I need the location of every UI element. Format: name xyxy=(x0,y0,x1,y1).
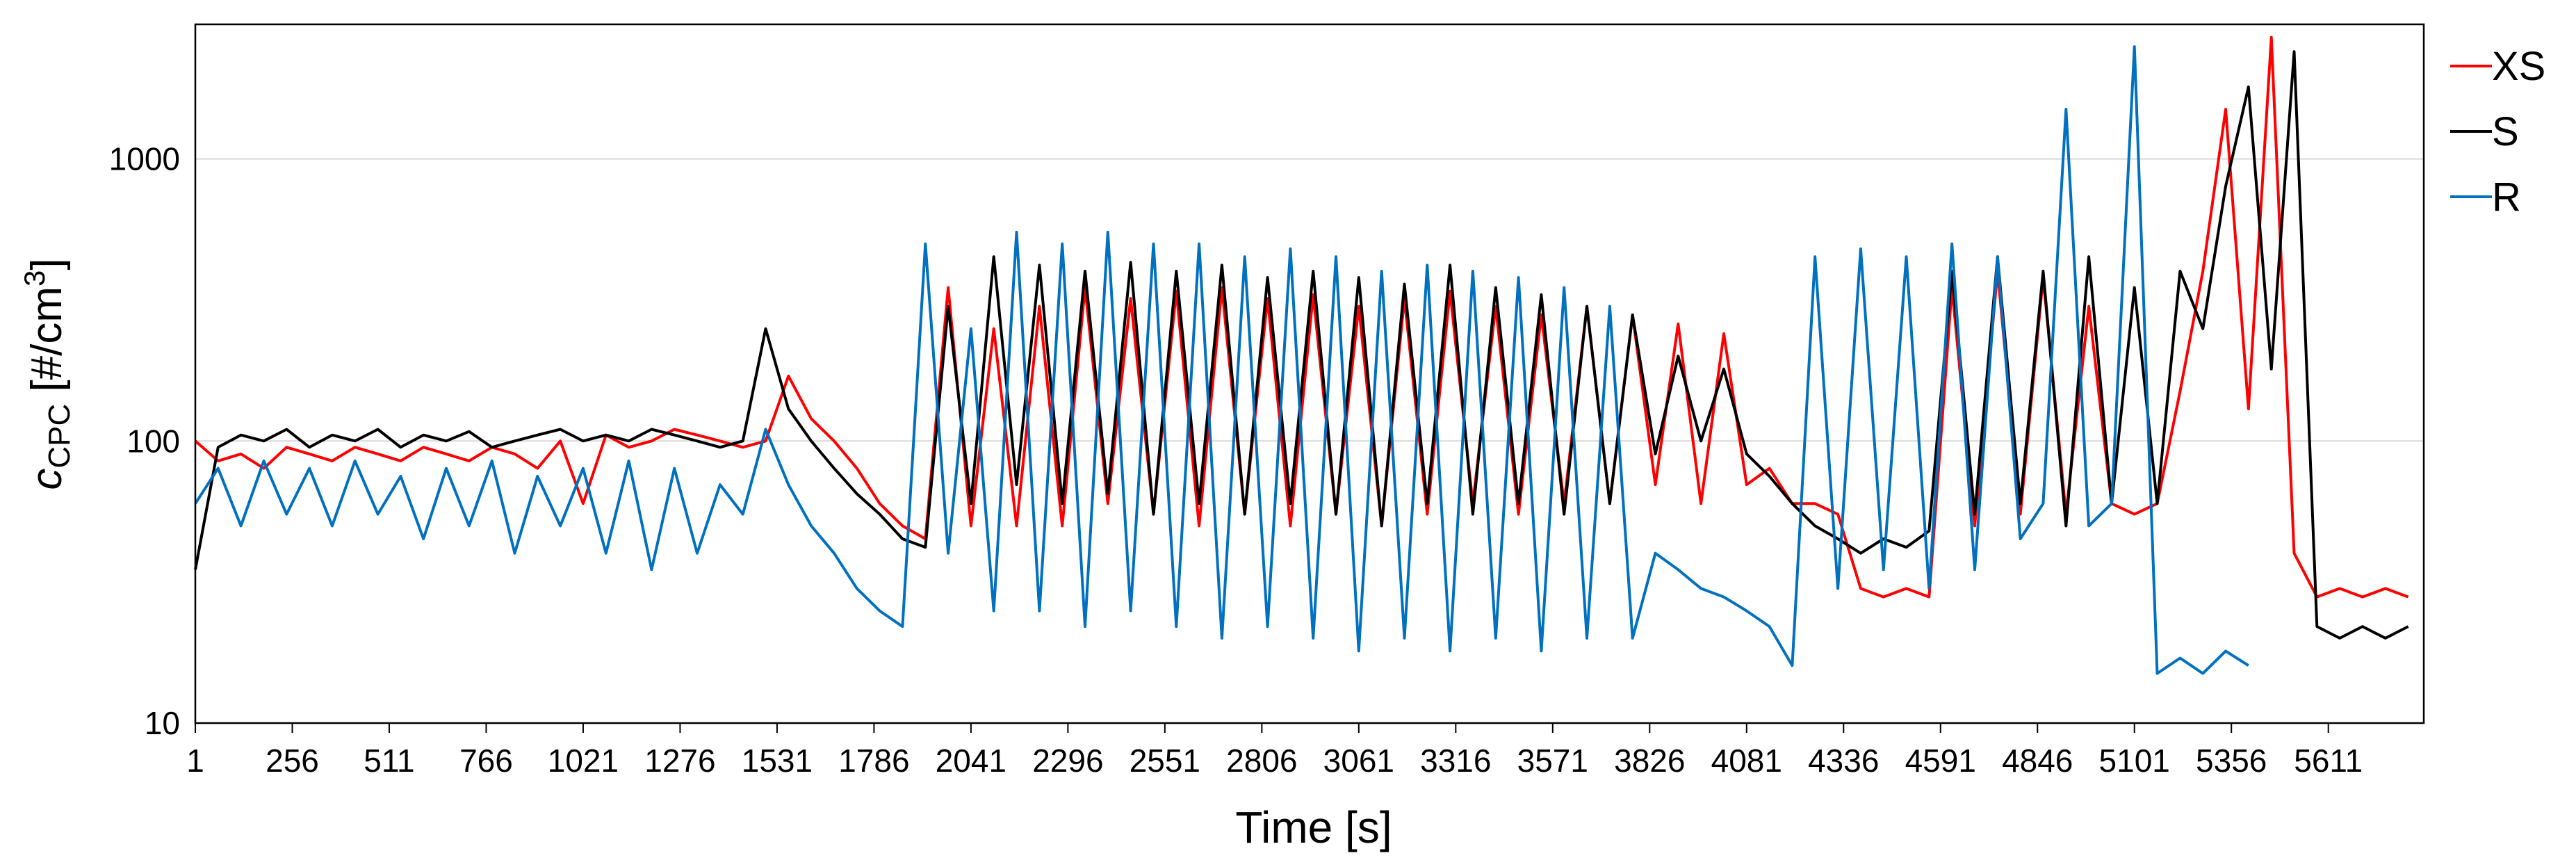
x-tick-label: 5611 xyxy=(2294,743,2363,779)
x-tick-label: 511 xyxy=(364,743,414,779)
legend-label: XS xyxy=(2492,44,2545,89)
x-tick-label: 3316 xyxy=(1420,743,1491,779)
y-title-subscript: CPC xyxy=(42,404,76,469)
x-tick-label: 2041 xyxy=(936,743,1006,779)
x-tick-label: 2551 xyxy=(1130,743,1200,779)
data-line xyxy=(194,50,2409,640)
legend-label: S xyxy=(2492,109,2519,154)
x-tick-label: 3571 xyxy=(1517,743,1588,779)
x-tick-label: 256 xyxy=(266,743,319,779)
x-tick-label: 3061 xyxy=(1323,743,1394,779)
y-title-unit: [#/cm xyxy=(23,286,71,404)
x-axis-title: Time [s] xyxy=(1235,802,1392,852)
x-tick-label: 4336 xyxy=(1808,743,1879,779)
legend-label: R xyxy=(2492,175,2521,220)
x-tick-label: 1021 xyxy=(548,743,619,779)
y-tick-label: 100 xyxy=(127,423,180,459)
plot-frame xyxy=(194,23,2425,724)
x-tick-label: 4591 xyxy=(1905,743,1976,779)
y-title-close: ] xyxy=(23,258,71,270)
x-tick-label: 2806 xyxy=(1226,743,1297,779)
y-axis-title: cCPC [#/cm3] xyxy=(18,258,76,489)
x-tick-label: 3826 xyxy=(1614,743,1685,779)
x-tick-label: 2296 xyxy=(1032,743,1103,779)
x-tick-label: 1 xyxy=(186,743,204,779)
x-tick-label: 1276 xyxy=(644,743,715,779)
data-line xyxy=(194,45,2249,675)
x-tick-label: 5356 xyxy=(2196,743,2267,779)
y-tick-label: 10 xyxy=(145,705,180,741)
x-tick-label: 1786 xyxy=(838,743,909,779)
y-title-superscript: 3 xyxy=(18,270,51,286)
x-tick-label: 1531 xyxy=(742,743,813,779)
x-tick-label: 766 xyxy=(459,743,513,779)
x-tick-label: 4846 xyxy=(2002,743,2073,779)
x-tick-label: 5101 xyxy=(2099,743,2170,779)
y-tick-label: 1000 xyxy=(109,141,180,177)
x-tick-label: 4081 xyxy=(1711,743,1782,779)
y-title-symbol: c xyxy=(23,469,71,490)
